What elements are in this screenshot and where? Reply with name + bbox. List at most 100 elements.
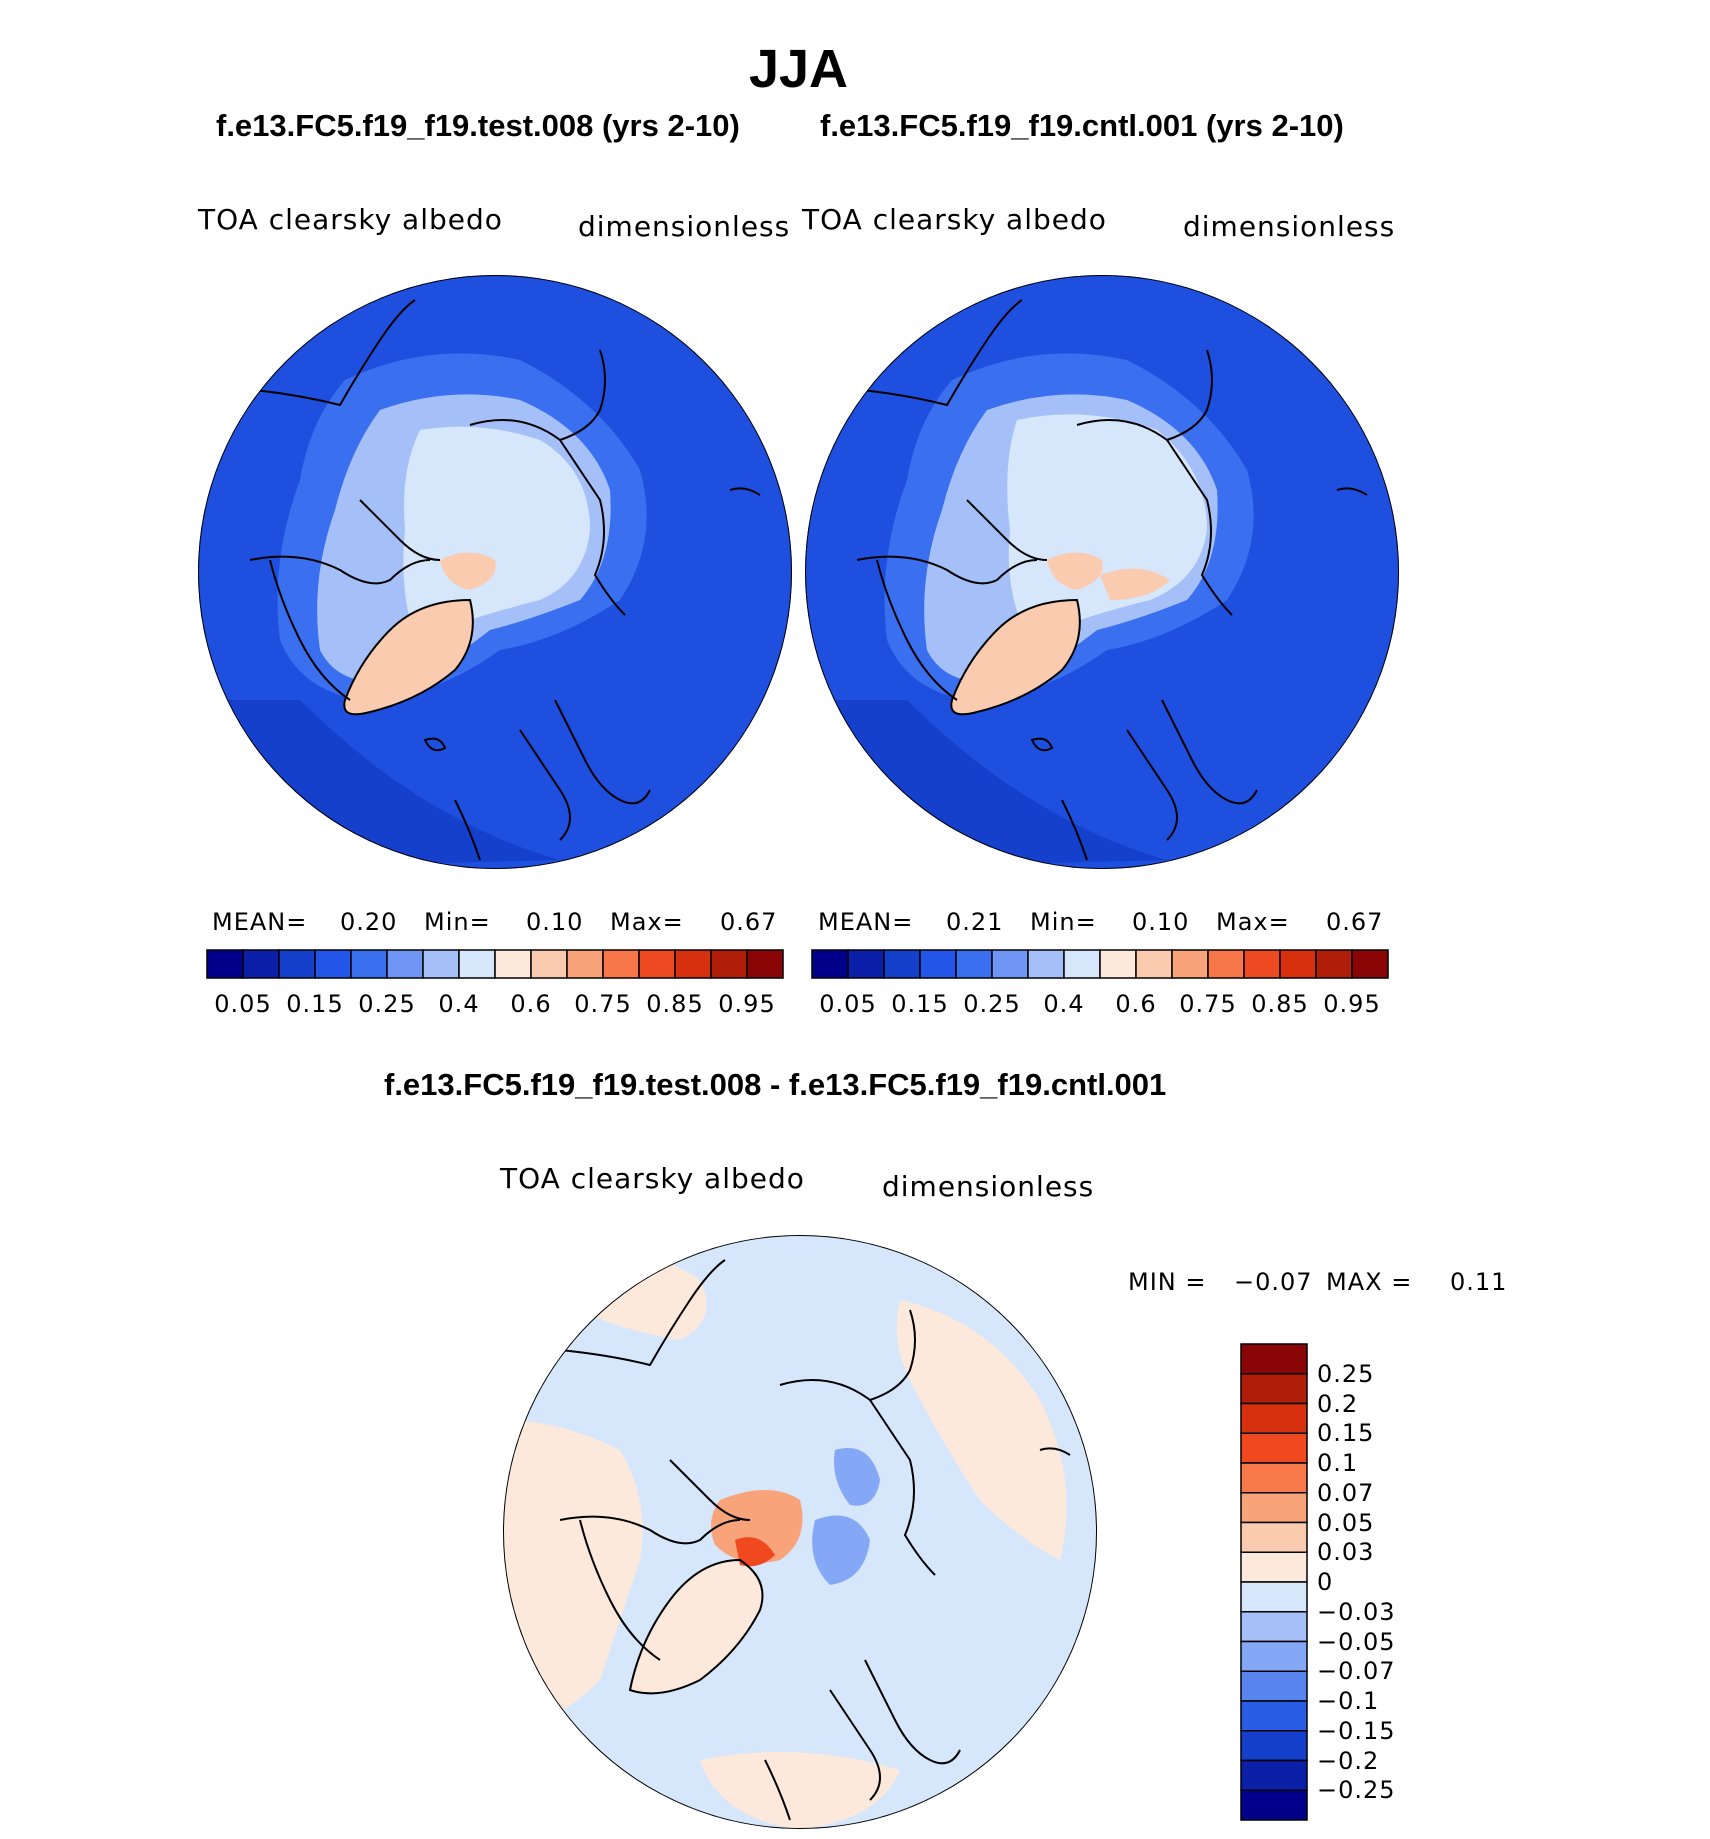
diff-colorbar-swatch [1240, 1492, 1308, 1524]
panel-2-colorbar-swatch [919, 949, 957, 979]
panel-2-min-value: 0.10 [1132, 908, 1190, 936]
diff-colorbar-swatch [1240, 1343, 1308, 1375]
panel-1-colorbar-swatch [314, 949, 352, 979]
panel-2-colorbar-tick-label: 0.05 [819, 990, 877, 1018]
diff-colorbar-tick-label: −0.03 [1317, 1597, 1396, 1626]
panel-1-colorbar-swatch [458, 949, 496, 979]
panel-2-colorbar-swatch [883, 949, 921, 979]
diff-colorbar-swatch [1240, 1432, 1308, 1464]
panel-1-variable-label: TOA clearsky albedo [198, 203, 503, 236]
panel-2-case-title: f.e13.FC5.f19_f19.cntl.001 (yrs 2-10) [820, 108, 1344, 143]
panel-2-units-label: dimensionless [1183, 210, 1396, 243]
panel-2-colorbar-swatch [955, 949, 993, 979]
season-title: JJA [748, 39, 849, 99]
panel-2-ice-warm-patch [1100, 568, 1170, 600]
panel-1-colorbar-swatch [242, 949, 280, 979]
diff-variable-label: TOA clearsky albedo [500, 1162, 805, 1195]
diff-positive-greenland [630, 1560, 763, 1694]
panel-2-coastlines [856, 299, 1368, 861]
diff-colorbar-tick-label: 0 [1317, 1568, 1334, 1596]
panel-1-colorbar-swatch [746, 949, 784, 979]
diff-units-label: dimensionless [882, 1170, 1095, 1203]
panel-2-colorbar-swatch [1243, 949, 1281, 979]
diff-positive-west [503, 1420, 643, 1740]
panel-1-colorbar-tick-label: 0.6 [510, 990, 552, 1018]
panel-2-colorbar-swatch [1279, 949, 1317, 979]
panel-2-colorbar-tick-label: 0.4 [1043, 990, 1085, 1018]
diff-colorbar-tick-label: −0.2 [1317, 1746, 1380, 1775]
panel-1-colorbar-tick-label: 0.15 [286, 990, 344, 1018]
panel-2-colorbar [811, 949, 1389, 979]
diff-min-value: −0.07 [1234, 1268, 1313, 1296]
diff-positive-east [896, 1300, 1067, 1560]
diff-colorbar-tick-label: −0.1 [1317, 1687, 1380, 1715]
panel-1-colorbar-tick-label: 0.25 [358, 990, 416, 1018]
diff-colorbar [1240, 1343, 1308, 1821]
panel-1-colorbar-tick-label: 0.05 [214, 990, 272, 1018]
diff-negative-north [834, 1448, 880, 1506]
panel-1-mean-label: MEAN= [212, 908, 308, 936]
panel-1-min-value: 0.10 [526, 908, 584, 936]
panel-2-min-label: Min= [1030, 908, 1097, 936]
panel-1-colorbar-tick-label: 0.75 [574, 990, 632, 1018]
panel-2-colorbar-tick-label: 0.15 [891, 990, 949, 1018]
panel-2-colorbar-swatch [991, 949, 1029, 979]
diff-colorbar-swatch [1240, 1700, 1308, 1732]
panel-1-ellesmere [440, 552, 496, 590]
panel-2-colorbar-tick-label: 0.75 [1179, 990, 1237, 1018]
diff-colorbar-swatch [1240, 1581, 1308, 1613]
panel-2-max-value: 0.67 [1326, 908, 1384, 936]
diff-colorbar-tick-label: −0.25 [1317, 1776, 1396, 1805]
diff-colorbar-swatch [1240, 1402, 1308, 1434]
panel-2-colorbar-tick-label: 0.85 [1251, 990, 1309, 1018]
diff-colorbar-swatch [1240, 1670, 1308, 1702]
diff-colorbar-tick-label: 0.25 [1317, 1359, 1375, 1388]
panel-2-colorbar-swatch [1315, 949, 1353, 979]
panel-2-colorbar-swatch [1027, 949, 1065, 979]
panel-1-colorbar-tick-label: 0.4 [438, 990, 480, 1018]
panel-2-colorbar-tick-label: 0.95 [1323, 990, 1381, 1018]
panel-1-colorbar-swatch [494, 949, 532, 979]
panel-1-colorbar-swatch [422, 949, 460, 979]
diff-colorbar-tick-label: 0.1 [1317, 1449, 1359, 1477]
panel-2-colorbar-tick-label: 0.25 [963, 990, 1021, 1018]
diff-colorbar-tick-label: −0.15 [1317, 1716, 1396, 1745]
panel-2-colorbar-swatch [1099, 949, 1137, 979]
diff-colorbar-swatch [1240, 1521, 1308, 1553]
diff-colorbar-swatch [1240, 1759, 1308, 1791]
diff-colorbar-tick-label: 0.05 [1317, 1508, 1375, 1537]
diff-colorbar-tick-label: 0.2 [1317, 1389, 1359, 1418]
panel-1-mean-value: 0.20 [340, 908, 398, 936]
panel-1-units-label: dimensionless [578, 210, 791, 243]
panel-2-mean-label: MEAN= [818, 908, 914, 936]
panel-1-colorbar-swatch [350, 949, 388, 979]
diff-colorbar-tick-label: −0.05 [1317, 1627, 1396, 1656]
panel-1-colorbar-swatch [206, 949, 244, 979]
diff-colorbar-tick-label: 0.15 [1317, 1419, 1375, 1448]
diff-max-value: 0.11 [1450, 1268, 1508, 1296]
panel-1-colorbar-swatch [530, 949, 568, 979]
panel-1-colorbar-swatch [638, 949, 676, 979]
diff-map [503, 1235, 1097, 1829]
panel-1-max-label: Max= [610, 908, 684, 936]
panel-2-colorbar-swatch [1351, 949, 1389, 979]
panel-2-colorbar-swatch [847, 949, 885, 979]
panel-2-colorbar-swatch [1135, 949, 1173, 979]
diff-coastlines [559, 1259, 1071, 1821]
panel-2-colorbar-swatch [811, 949, 849, 979]
diff-positive-south [700, 1752, 900, 1829]
panel-2-colorbar-swatch [1171, 949, 1209, 979]
diff-colorbar-tick-label: −0.07 [1317, 1657, 1396, 1686]
panel-1-colorbar [206, 949, 784, 979]
diff-colorbar-tick-label: 0.07 [1317, 1478, 1375, 1507]
panel-1-colorbar-tick-label: 0.85 [646, 990, 704, 1018]
panel-2-map [805, 275, 1399, 869]
panel-1-greenland [344, 600, 473, 715]
panel-1-colorbar-swatch [278, 949, 316, 979]
panel-1-min-label: Min= [424, 908, 491, 936]
panel-1-max-value: 0.67 [720, 908, 778, 936]
panel-1-colorbar-swatch [602, 949, 640, 979]
panel-1-colorbar-swatch [566, 949, 604, 979]
panel-2-greenland [951, 600, 1080, 715]
